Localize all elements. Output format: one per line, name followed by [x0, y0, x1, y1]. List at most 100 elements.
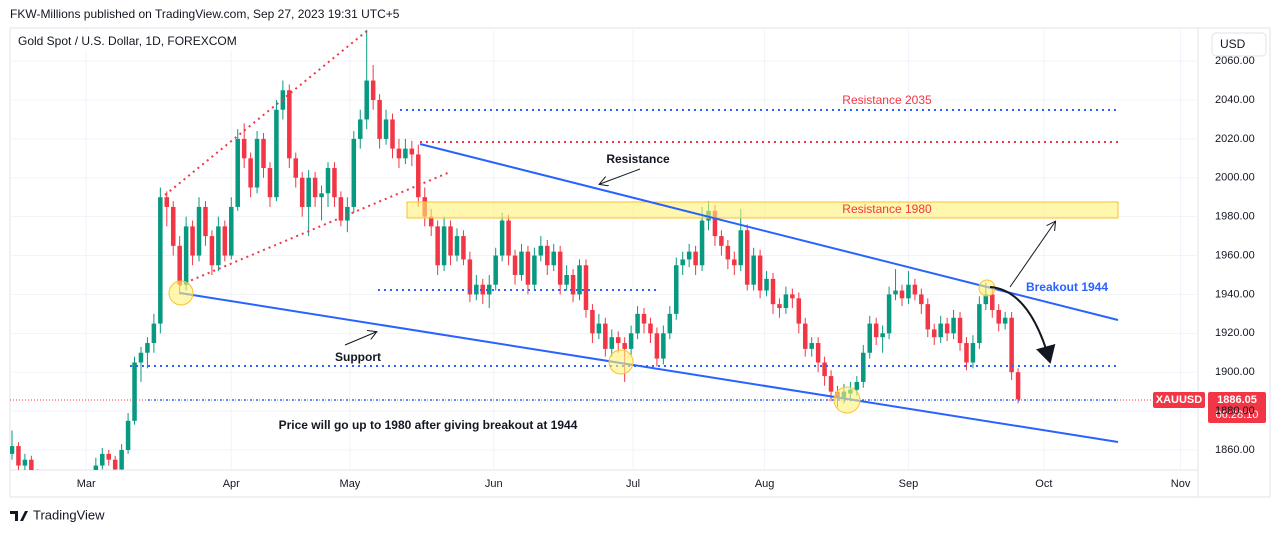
candle-body	[125, 420, 131, 450]
candle-body	[293, 158, 299, 178]
y-tick-label: 1960.00	[1215, 249, 1255, 261]
y-tick-label: 1940.00	[1215, 288, 1255, 300]
candle-body	[274, 109, 279, 198]
chart-title: Gold Spot / U.S. Dollar, 1D, FOREXCOM	[18, 34, 237, 48]
y-tick-label: 2040.00	[1215, 94, 1255, 106]
candle-body	[254, 138, 260, 188]
candle-body	[912, 284, 918, 295]
y-tick-label: 1860.00	[1215, 444, 1255, 456]
candle-body	[409, 148, 415, 155]
candle-body	[732, 259, 737, 266]
candle-body	[370, 80, 376, 100]
candle-body	[441, 226, 447, 266]
candle-body	[435, 226, 440, 266]
candle-body	[828, 376, 834, 392]
candle-body	[183, 226, 189, 285]
arrow	[344, 332, 376, 346]
candle-body	[216, 226, 221, 266]
candle-body	[377, 99, 382, 139]
annotation: Support	[335, 350, 381, 364]
candle-body	[764, 278, 769, 291]
candle-body	[861, 352, 866, 382]
title-bg	[14, 33, 236, 51]
x-tick-label: Oct	[1035, 478, 1052, 490]
candle-body	[641, 313, 647, 324]
footer-logo: TradingView	[33, 507, 105, 522]
annotation: Breakout 1944	[1026, 280, 1108, 294]
candle-body	[899, 290, 905, 299]
currency-button[interactable]	[1211, 32, 1267, 57]
candle-body	[332, 168, 337, 198]
candle-body	[757, 255, 763, 291]
candle-body	[396, 148, 402, 159]
annotation: Resistance 2035	[842, 93, 932, 107]
candle-body	[106, 453, 111, 460]
annotation: Price will go up to 1980 after giving br…	[279, 418, 578, 432]
candle-body	[1009, 317, 1014, 373]
chart-frame	[9, 27, 1271, 498]
candle-body	[493, 255, 498, 285]
x-tick-label: Aug	[755, 478, 775, 490]
candle-body	[499, 220, 505, 256]
arrow	[1009, 222, 1055, 288]
candle-body	[48, 493, 53, 499]
candle-body	[944, 323, 950, 334]
candle-body	[112, 459, 118, 470]
candle-body	[158, 197, 163, 324]
candle-body	[951, 317, 956, 334]
candle-body	[299, 177, 305, 207]
candle-body	[738, 230, 744, 266]
candle-body	[615, 337, 621, 344]
candle-body	[557, 251, 563, 285]
candle-body	[525, 251, 531, 285]
candle-body	[474, 284, 479, 295]
candle-body	[42, 489, 47, 493]
candle-body	[512, 255, 518, 275]
candle-body	[796, 298, 802, 324]
candle-body	[100, 453, 105, 466]
y-tick-label: 1900.00	[1215, 366, 1255, 378]
candle-body	[583, 265, 589, 310]
candle-body	[10, 446, 15, 454]
candle-body	[996, 309, 1001, 324]
candle-body	[790, 294, 795, 299]
candle-body	[699, 220, 705, 266]
candle-body	[977, 304, 982, 344]
candle-body	[29, 459, 34, 470]
candle-body	[312, 177, 318, 198]
annotation: Resistance	[606, 152, 670, 166]
channel-line	[164, 30, 369, 196]
candle-body	[486, 284, 492, 295]
candle-body	[783, 294, 789, 309]
candle-body	[454, 236, 460, 256]
currency: USD	[1220, 37, 1246, 51]
candle-body	[648, 323, 653, 334]
tv-logo	[10, 511, 28, 521]
candle-body	[990, 294, 995, 310]
candle-body	[338, 197, 344, 221]
candle-body	[461, 236, 466, 260]
y-tick-label: 1980.00	[1215, 211, 1255, 223]
y-tick-label: 1920.00	[1215, 327, 1255, 339]
candle-body	[170, 206, 176, 246]
candle-body	[190, 226, 195, 256]
candle-body	[674, 265, 679, 314]
candle-body	[815, 343, 821, 363]
candle-body	[241, 138, 247, 159]
candle-body	[390, 119, 395, 149]
x-tick-label: Apr	[223, 478, 240, 490]
candle-body	[428, 216, 434, 227]
candle-body	[16, 446, 21, 466]
candle-body	[622, 343, 627, 349]
candle-body	[1015, 372, 1021, 400]
channel-line	[179, 171, 451, 286]
candle-body	[325, 168, 331, 194]
candle-body	[628, 333, 634, 349]
trend-line	[179, 292, 1119, 443]
candle-body	[448, 226, 453, 256]
candle-body	[964, 343, 969, 363]
candle-body	[119, 449, 124, 470]
candle-body	[661, 333, 666, 359]
highlight-circle	[608, 349, 634, 375]
